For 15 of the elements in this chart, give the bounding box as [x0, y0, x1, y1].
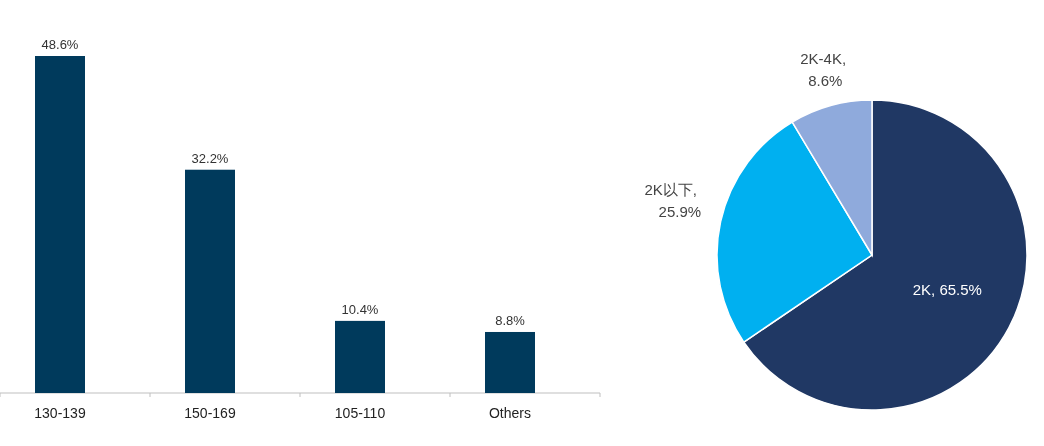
data-label: 8.8%: [495, 312, 526, 328]
bar: [335, 320, 385, 393]
bar: [185, 169, 235, 393]
slice-label: 2K以下, 25.9%: [644, 181, 702, 221]
bar: [35, 56, 85, 393]
x-tick-label: 150-169: [184, 405, 236, 421]
data-label: 32.2%: [191, 150, 229, 166]
slice-label: 2K, 65.5%: [912, 280, 982, 298]
data-label: 10.4%: [341, 301, 379, 317]
x-tick-label: 105-110: [334, 405, 386, 421]
slice-label: 2K-4K, 8.6%: [800, 50, 851, 90]
x-tick-label: Others: [488, 405, 532, 421]
data-label: 48.6%: [41, 37, 79, 52]
bar: [485, 331, 535, 393]
x-tick-label: 130-139: [34, 405, 86, 421]
